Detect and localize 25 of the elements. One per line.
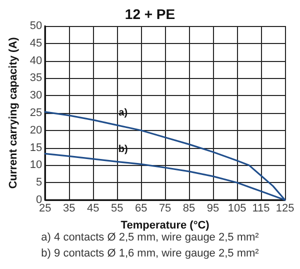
text: a) 4 contacts Ø 2,5 mm, wire gauge 2,5 mm² (41, 232, 260, 244)
y-tick-label: 25 (30, 107, 42, 119)
x-tick-label: 35 (62, 202, 76, 214)
chart-title: 12 + PE (124, 6, 176, 22)
y-axis-title: Current carrying capacity (A) (8, 36, 20, 189)
text: b) 9 contacts Ø 1,6 mm, wire gauge 2,5 mm² (41, 248, 260, 260)
x-tick-label: 95 (206, 202, 220, 214)
x-tick-label: 115 (252, 202, 270, 214)
x-axis-title: Temperature (°C) (120, 220, 210, 232)
y-tick-label: 50 (30, 20, 42, 32)
x-tick-label: 125 (276, 202, 294, 214)
y-tick-label: 15 (30, 142, 42, 154)
x-tick-label: 55 (110, 202, 124, 214)
y-tick-label: 35 (30, 72, 42, 84)
x-tick-label: 85 (182, 202, 196, 214)
x-tick-label: 65 (134, 202, 148, 214)
y-tick-label: 20 (30, 124, 42, 136)
y-tick-label: 40 (30, 54, 42, 67)
x-tick-label: 105 (228, 202, 246, 214)
y-tick-label: 5 (36, 176, 42, 189)
x-tick-label: 75 (158, 202, 172, 214)
y-tick-label: 45 (30, 37, 42, 50)
x-tick-label: 45 (86, 202, 100, 214)
y-tick-label: 30 (30, 90, 42, 102)
y-tick-label: 10 (30, 159, 42, 172)
